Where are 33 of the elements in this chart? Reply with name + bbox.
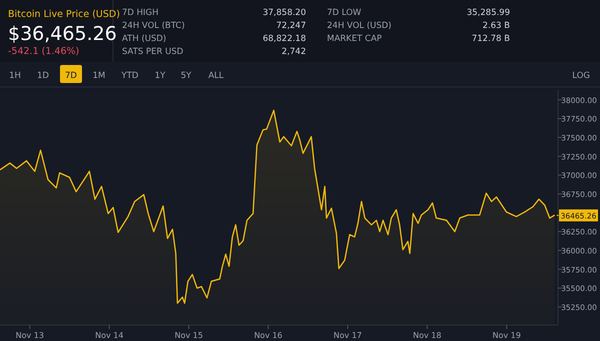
text: 712.78 B (472, 34, 510, 44)
text: 1H (9, 71, 21, 81)
text: 7D (65, 71, 78, 81)
text: 35,285.99 (466, 8, 510, 18)
text: LOG (572, 71, 590, 81)
text: 7D LOW (327, 8, 362, 18)
text: ALL (208, 71, 224, 81)
text: SATS PER USD (122, 47, 184, 57)
x-tick-label: Nov 14 (95, 331, 124, 340)
text: 2,742 (282, 47, 306, 57)
text: 2.63 B (482, 21, 510, 31)
x-tick-label: Nov 18 (413, 331, 442, 340)
text: 68,822.18 (262, 34, 306, 44)
text: 72,247 (276, 21, 306, 31)
text: -542.1 (1.46%) (8, 46, 80, 57)
x-tick-label: Nov 19 (492, 331, 521, 340)
text: 24H VOL (BTC) (122, 21, 185, 31)
text: YTD (120, 71, 139, 81)
x-tick-label: Nov 16 (254, 331, 282, 340)
chart-title: Bitcoin Live Price (USD) (8, 9, 120, 20)
text: 24H VOL (USD) (327, 21, 392, 31)
x-tick-label: Nov 15 (174, 331, 203, 340)
x-tick-label: Nov 17 (334, 331, 362, 340)
text: 7D HIGH (122, 8, 159, 18)
text: 1Y (154, 71, 166, 81)
x-tick-label: Nov 13 (16, 331, 44, 340)
text: MARKET CAP (327, 34, 382, 44)
chart-subtitle: $36,465.26 (8, 23, 117, 45)
text: 5Y (180, 71, 192, 81)
text: 1M (92, 71, 106, 81)
text: 1D (37, 71, 50, 81)
text: 37,858.20 (262, 8, 306, 18)
text: ATH (USD) (122, 34, 166, 44)
